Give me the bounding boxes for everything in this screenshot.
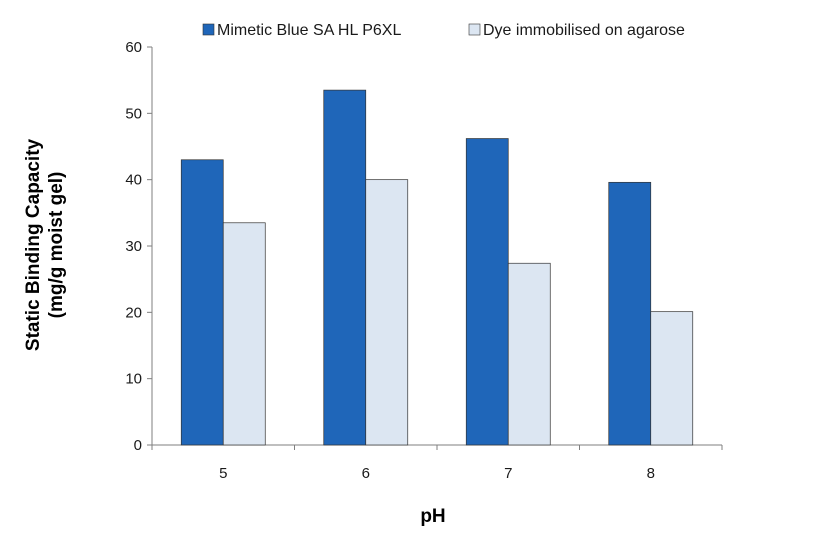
plot-area: 0 10 20 30 40 50 60 5 6 7 8 — [125, 39, 723, 482]
y-axis-title-line1: Static Binding Capacity — [23, 138, 44, 351]
legend: Mimetic Blue SA HL P6XL Dye immobilised … — [202, 22, 685, 39]
y-tick-label: 50 — [125, 105, 142, 122]
x-axis-title: pH — [420, 506, 445, 527]
legend-swatch-agarose — [468, 23, 481, 36]
bar-agarose — [650, 311, 694, 446]
legend-label-mimetic-blue: Mimetic Blue SA HL P6XL — [217, 22, 401, 39]
bar-agarose — [507, 262, 551, 446]
y-axis-title-line2: (mg/g moist gel) — [46, 172, 67, 319]
y-tick-label: 20 — [125, 304, 142, 321]
x-tick-label: 8 — [647, 465, 655, 482]
bar-mimetic-blue — [323, 89, 367, 446]
y-tick-label: 0 — [134, 437, 142, 454]
bar-agarose — [365, 179, 409, 446]
y-tick-label: 60 — [125, 39, 142, 56]
y-tick-label: 30 — [125, 238, 142, 255]
bar-agarose — [222, 222, 266, 446]
x-tick-label: 6 — [362, 465, 370, 482]
x-tick-label: 5 — [219, 465, 227, 482]
y-tick-label: 10 — [125, 371, 142, 388]
legend-swatch-mimetic-blue — [202, 23, 215, 36]
bar-mimetic-blue — [465, 138, 509, 446]
y-tick-label: 40 — [125, 172, 142, 189]
legend-label-agarose: Dye immobilised on agarose — [483, 22, 685, 39]
x-tick-label: 7 — [504, 465, 512, 482]
bar-mimetic-blue — [180, 159, 224, 446]
bar-mimetic-blue — [608, 181, 652, 446]
